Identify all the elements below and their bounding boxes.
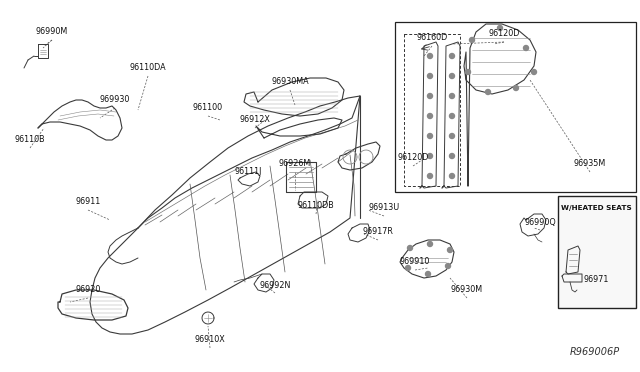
Text: 96110DA: 96110DA: [130, 64, 166, 73]
Text: 96160D: 96160D: [417, 33, 447, 42]
Text: 96111J: 96111J: [234, 167, 262, 176]
Circle shape: [428, 74, 433, 78]
Circle shape: [449, 154, 454, 158]
Text: 96990M: 96990M: [36, 28, 68, 36]
Circle shape: [531, 70, 536, 74]
Text: 96910X: 96910X: [195, 336, 225, 344]
Text: 969930: 969930: [100, 96, 130, 105]
Text: 96930MA: 96930MA: [271, 77, 309, 87]
Circle shape: [449, 93, 454, 99]
Circle shape: [406, 266, 410, 270]
Circle shape: [428, 93, 433, 99]
Text: 96930M: 96930M: [451, 285, 483, 295]
Bar: [395, 22, 636, 192]
Circle shape: [449, 173, 454, 179]
Text: 96913U: 96913U: [369, 203, 399, 212]
Text: 969910: 969910: [400, 257, 430, 266]
Text: 96917R: 96917R: [363, 228, 394, 237]
Circle shape: [449, 134, 454, 138]
Circle shape: [524, 45, 529, 51]
Text: 96920: 96920: [76, 285, 100, 295]
Bar: [558, 196, 636, 308]
Circle shape: [465, 70, 470, 74]
Text: 961100: 961100: [193, 103, 223, 112]
Text: 96971: 96971: [583, 276, 609, 285]
Circle shape: [408, 246, 413, 250]
Circle shape: [486, 90, 490, 94]
Circle shape: [470, 38, 474, 42]
Circle shape: [447, 247, 452, 253]
Circle shape: [449, 74, 454, 78]
Text: 96990Q: 96990Q: [524, 218, 556, 227]
Circle shape: [428, 134, 433, 138]
Text: 96110B: 96110B: [15, 135, 45, 144]
Circle shape: [449, 113, 454, 119]
Text: 96110DB: 96110DB: [298, 202, 334, 211]
Circle shape: [445, 263, 451, 269]
Text: 96120D: 96120D: [397, 154, 429, 163]
Text: 96120D: 96120D: [488, 29, 520, 38]
Circle shape: [428, 154, 433, 158]
Text: 96992N: 96992N: [259, 280, 291, 289]
Text: 96935M: 96935M: [574, 160, 606, 169]
Circle shape: [428, 173, 433, 179]
Text: R969006P: R969006P: [570, 347, 620, 357]
Text: 96911: 96911: [76, 198, 100, 206]
Circle shape: [426, 272, 431, 276]
Text: W/HEATED SEATS: W/HEATED SEATS: [561, 205, 632, 211]
Circle shape: [497, 26, 502, 31]
Circle shape: [428, 54, 433, 58]
Circle shape: [513, 86, 518, 90]
Text: 96926M: 96926M: [279, 160, 311, 169]
Circle shape: [428, 241, 433, 247]
Circle shape: [449, 54, 454, 58]
Circle shape: [428, 113, 433, 119]
Text: 96912X: 96912X: [239, 115, 271, 125]
